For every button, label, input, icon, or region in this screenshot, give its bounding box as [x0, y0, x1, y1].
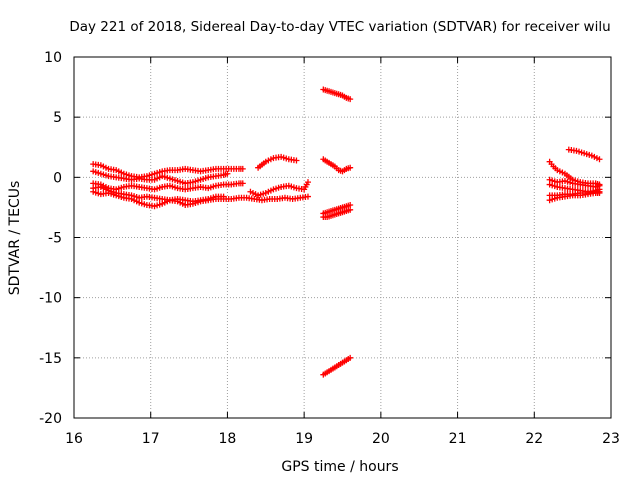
chart-title: Day 221 of 2018, Sidereal Day-to-day VTE…	[69, 19, 610, 35]
y-tick-label: 5	[53, 110, 62, 126]
y-tick-labels: -20 -15 -10 -5 0 5 10	[39, 50, 62, 427]
series-track-m	[565, 146, 603, 163]
data-point	[239, 180, 246, 187]
data-point	[224, 170, 231, 177]
x-tick-label: 23	[602, 431, 620, 447]
x-tick-label: 20	[372, 431, 390, 447]
data-point	[220, 193, 227, 200]
x-tick-label: 17	[142, 431, 160, 447]
series-track-h	[320, 86, 354, 103]
series-track-b	[90, 168, 231, 187]
y-tick-label: -15	[39, 351, 62, 367]
series-track-k	[320, 202, 354, 217]
x-tick-label: 21	[449, 431, 467, 447]
data-point	[304, 193, 311, 200]
y-tick-label: 0	[53, 170, 62, 186]
data-point	[596, 156, 603, 163]
data-point	[347, 164, 354, 171]
x-axis-label: GPS time / hours	[281, 459, 398, 475]
x-tick-labels: 16 17 18 19 20 21 22 23	[65, 431, 620, 447]
y-tick-label: -10	[39, 291, 62, 307]
x-tick-label: 22	[525, 431, 543, 447]
axis-ticks	[73, 56, 612, 419]
data-point	[304, 179, 311, 186]
series-track-e	[90, 183, 227, 205]
series-track-g	[247, 179, 311, 199]
data-points	[90, 86, 603, 378]
y-tick-label: -20	[39, 411, 62, 427]
data-point	[347, 96, 354, 103]
y-tick-label: 10	[44, 50, 62, 66]
x-tick-label: 18	[219, 431, 237, 447]
y-tick-label: -5	[48, 231, 62, 247]
data-point	[347, 354, 354, 361]
grid-lines	[74, 57, 611, 418]
data-point	[239, 165, 246, 172]
series-track-r	[546, 189, 603, 204]
y-axis-label: SDTVAR / TECUs	[7, 181, 23, 296]
data-point	[293, 157, 300, 164]
series-track-i	[320, 156, 354, 175]
data-point	[596, 189, 603, 196]
x-tick-label: 16	[65, 431, 83, 447]
data-point	[347, 202, 354, 209]
x-tick-label: 19	[295, 431, 313, 447]
series-track-f	[255, 153, 300, 171]
series-track-l	[320, 354, 354, 378]
